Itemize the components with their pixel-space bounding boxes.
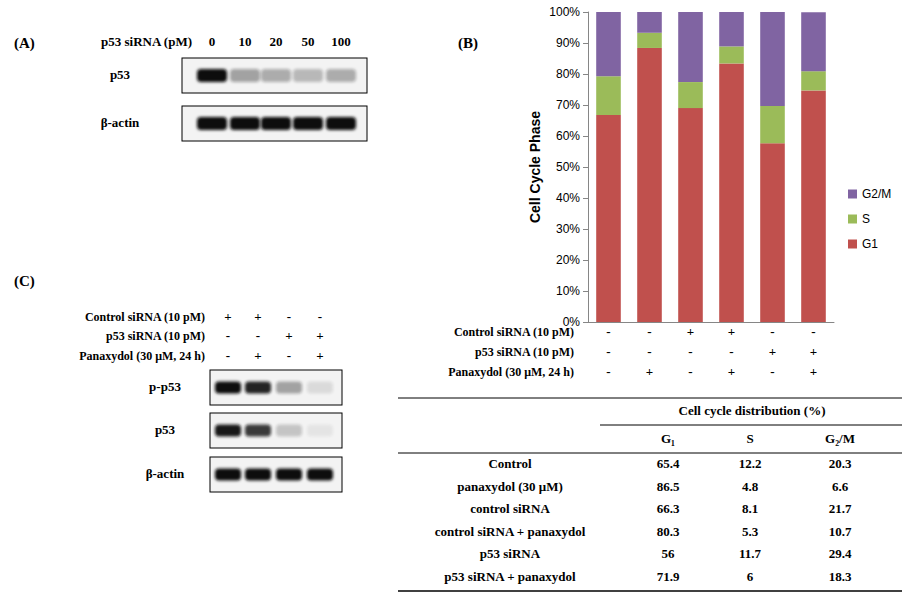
svg-text:10: 10 [239, 34, 252, 49]
svg-text:control siRNA + panaxydol: control siRNA + panaxydol [435, 524, 586, 539]
svg-text:+: + [254, 309, 261, 324]
svg-text:G₁: G₁ [661, 431, 675, 446]
svg-text:-: - [287, 348, 291, 363]
svg-text:Panaxydol (30 μM, 24 h): Panaxydol (30 μM, 24 h) [448, 365, 574, 379]
svg-text:20.3: 20.3 [829, 456, 852, 471]
svg-text:p53 siRNA (10 pM): p53 siRNA (10 pM) [475, 345, 574, 359]
svg-text:p53: p53 [110, 67, 131, 82]
svg-text:70%: 70% [556, 98, 580, 112]
svg-text:Cell Cycle Phase: Cell Cycle Phase [527, 111, 543, 223]
svg-text:20%: 20% [556, 253, 580, 267]
svg-text:p53 siRNA (pM): p53 siRNA (pM) [101, 34, 192, 49]
svg-text:-: - [287, 309, 291, 324]
svg-text:G2/M: G2/M [862, 187, 891, 201]
svg-text:-: - [647, 344, 651, 359]
svg-text:5.3: 5.3 [742, 524, 759, 539]
svg-text:S: S [746, 431, 753, 446]
svg-text:+: + [769, 344, 776, 359]
svg-text:-: - [318, 309, 322, 324]
svg-text:-: - [688, 344, 692, 359]
svg-text:-: - [770, 324, 774, 339]
svg-text:β-actin: β-actin [146, 466, 185, 481]
svg-text:80.3: 80.3 [657, 524, 680, 539]
svg-text:Control siRNA (10 pM): Control siRNA (10 pM) [85, 310, 205, 324]
svg-text:40%: 40% [556, 191, 580, 205]
svg-text:+: + [810, 344, 817, 359]
svg-text:50%: 50% [556, 160, 580, 174]
svg-text:10%: 10% [556, 284, 580, 298]
svg-text:0: 0 [209, 34, 216, 49]
svg-text:56: 56 [662, 546, 676, 561]
svg-text:-: - [688, 364, 692, 379]
svg-text:+: + [316, 348, 323, 363]
svg-text:Control siRNA (10 pM): Control siRNA (10 pM) [454, 325, 574, 339]
svg-text:10.7: 10.7 [829, 524, 852, 539]
svg-text:Panaxydol (30 μM, 24 h): Panaxydol (30 μM, 24 h) [79, 349, 205, 363]
svg-text:-: - [770, 364, 774, 379]
svg-text:(A): (A) [14, 35, 35, 52]
svg-text:11.7: 11.7 [739, 546, 762, 561]
svg-text:65.4: 65.4 [657, 456, 680, 471]
svg-text:panaxydol (30 μM): panaxydol (30 μM) [457, 479, 563, 494]
svg-text:(C): (C) [14, 273, 35, 290]
svg-text:Control: Control [488, 456, 531, 471]
svg-text:-: - [729, 344, 733, 359]
svg-text:p53 siRNA: p53 siRNA [480, 546, 541, 561]
svg-text:29.4: 29.4 [829, 546, 852, 561]
svg-text:control siRNA: control siRNA [470, 501, 550, 516]
svg-text:p53 siRNA (10 pM): p53 siRNA (10 pM) [106, 329, 205, 343]
svg-text:100: 100 [331, 34, 351, 49]
svg-text:-: - [647, 324, 651, 339]
svg-text:+: + [224, 309, 231, 324]
svg-text:-: - [606, 344, 610, 359]
svg-text:+: + [728, 324, 735, 339]
svg-text:G1: G1 [862, 237, 878, 251]
svg-text:+: + [646, 364, 653, 379]
svg-text:80%: 80% [556, 67, 580, 81]
svg-text:66.3: 66.3 [657, 501, 680, 516]
svg-text:71.9: 71.9 [657, 569, 680, 584]
svg-text:+: + [316, 328, 323, 343]
svg-text:-: - [606, 324, 610, 339]
svg-text:4.8: 4.8 [742, 479, 759, 494]
svg-text:Cell cycle distribution (%): Cell cycle distribution (%) [679, 403, 826, 418]
svg-text:(B): (B) [458, 35, 478, 52]
svg-text:30%: 30% [556, 222, 580, 236]
svg-text:18.3: 18.3 [829, 569, 852, 584]
svg-text:+: + [254, 348, 261, 363]
svg-text:+: + [285, 328, 292, 343]
svg-text:6: 6 [747, 569, 754, 584]
svg-text:60%: 60% [556, 129, 580, 143]
svg-text:-: - [226, 348, 230, 363]
svg-text:p53: p53 [155, 422, 176, 437]
svg-text:-: - [811, 324, 815, 339]
svg-text:p-p53: p-p53 [149, 379, 181, 394]
svg-text:S: S [862, 212, 870, 226]
svg-text:8.1: 8.1 [742, 501, 758, 516]
svg-text:-: - [606, 364, 610, 379]
svg-text:86.5: 86.5 [657, 479, 680, 494]
svg-text:6.6: 6.6 [832, 479, 849, 494]
svg-text:β-actin: β-actin [101, 115, 140, 130]
svg-text:G₂/M: G₂/M [825, 431, 855, 446]
svg-text:+: + [728, 364, 735, 379]
svg-text:+: + [687, 324, 694, 339]
svg-text:50: 50 [302, 34, 315, 49]
svg-text:-: - [256, 328, 260, 343]
svg-text:+: + [810, 364, 817, 379]
svg-text:20: 20 [270, 34, 283, 49]
svg-text:21.7: 21.7 [829, 501, 852, 516]
svg-text:0%: 0% [563, 315, 581, 329]
svg-text:100%: 100% [549, 5, 580, 19]
svg-text:90%: 90% [556, 36, 580, 50]
svg-text:p53 siRNA + panaxydol: p53 siRNA + panaxydol [444, 569, 576, 584]
svg-text:12.2: 12.2 [739, 456, 762, 471]
svg-text:-: - [226, 328, 230, 343]
